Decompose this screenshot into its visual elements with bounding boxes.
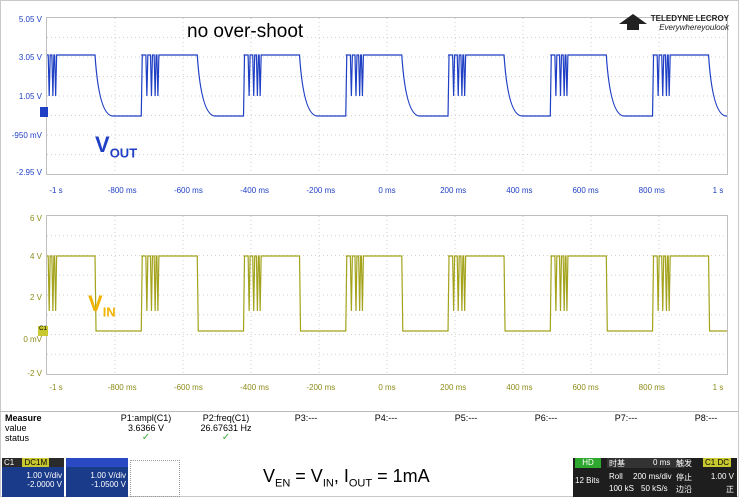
measure-row-value: value xyxy=(5,423,27,433)
vout-xtick: -800 ms xyxy=(107,186,137,195)
vout-xtick: -1 s xyxy=(49,186,63,195)
measure-status-p1: ✓ xyxy=(141,432,151,443)
trigger-edge: 边沿 xyxy=(676,485,692,494)
channel-c1-box[interactable]: C1 DC1M 1.00 V/div -2.0000 V xyxy=(2,458,64,497)
measure-value-p1: 3.6366 V xyxy=(127,423,165,433)
measure-name-p5[interactable]: P5:--- xyxy=(454,413,478,423)
vin-panel: 6 V 4 V 2 V 0 mV -2 V -1 s -800 ms -600 ms… xyxy=(0,210,739,410)
vout-xtick: -600 ms xyxy=(173,186,203,195)
vin-ytick-2: 2 V xyxy=(29,293,42,302)
vin-ground-marker[interactable]: C1 xyxy=(38,326,48,336)
vin-xtick: -200 ms xyxy=(306,383,336,392)
status-bar: C1 DC1M 1.00 V/div -2.0000 V 1.00 V/div … xyxy=(0,458,739,497)
timebase-delay: 0 ms xyxy=(653,458,671,467)
channel-c2-box[interactable]: 1.00 V/div -1.0500 V xyxy=(66,458,128,497)
trigger-label: 触发 xyxy=(676,459,692,468)
vout-grid[interactable] xyxy=(42,17,739,175)
vin-xtick: 0 ms xyxy=(378,383,396,392)
trigger-level: 1.00 V xyxy=(710,472,734,481)
vin-trace xyxy=(42,255,739,332)
vin-ytick-0: 6 V xyxy=(29,214,42,223)
measure-name-p4[interactable]: P4:--- xyxy=(374,413,398,423)
c1-coupling: DC1M xyxy=(22,458,50,467)
hd-badge: HD xyxy=(575,458,601,468)
vin-trace-svg xyxy=(42,216,739,374)
lecroy-logo-icon xyxy=(618,14,647,30)
vin-xtick: -1 s xyxy=(49,383,63,392)
vin-xtick: 400 ms xyxy=(506,383,533,392)
vin-xtick: -400 ms xyxy=(240,383,270,392)
vout-label: VOUT xyxy=(95,132,138,161)
teledyne-lecroy-logo: TELEDYNE LECROY Everywhereyoulook xyxy=(618,14,729,32)
vout-xtick: 200 ms xyxy=(440,186,467,195)
vin-ytick-4: -2 V xyxy=(27,369,42,378)
timebase-tdiv: 200 ms/div xyxy=(633,472,672,481)
vout-xtick: 1 s xyxy=(712,186,724,195)
vout-ground-marker[interactable] xyxy=(40,107,48,117)
sample-rate: 50 kS/s xyxy=(641,484,668,493)
trigger-channel: C1 DC xyxy=(703,458,732,467)
vin-xtick: 800 ms xyxy=(638,383,665,392)
measure-name-p8[interactable]: P8:--- xyxy=(694,413,718,423)
c2-offset: -1.0500 V xyxy=(91,480,126,489)
trigger-stop: 停止 xyxy=(676,473,692,482)
vout-xtick: 600 ms xyxy=(572,186,599,195)
vin-xtick: -800 ms xyxy=(107,383,137,392)
timebase-trigger-box[interactable]: HD 12 Bits 时基 0 ms Roll 200 ms/div 100 k… xyxy=(573,458,737,497)
c1-name: C1 xyxy=(4,458,15,467)
measure-name-p2[interactable]: P2:freq(C1) xyxy=(202,413,250,423)
caption-ven-vin-iout: VEN = VIN, IOUT = 1mA xyxy=(263,466,430,490)
vout-ytick-3: -950 mV xyxy=(11,131,42,140)
vin-ytick-1: 4 V xyxy=(29,252,42,261)
measure-table: Measure value status P1:ampl(C1) 3.6366 V… xyxy=(0,411,739,461)
vout-xtick: -200 ms xyxy=(306,186,336,195)
timebase-label: 时基 xyxy=(609,459,625,468)
measure-name-p7[interactable]: P7:--- xyxy=(614,413,638,423)
c1-offset: -2.0000 V xyxy=(27,480,62,489)
measure-row-status: status xyxy=(5,433,30,443)
measure-status-p2: ✓ xyxy=(221,432,231,443)
vout-ytick-2: 1.05 V xyxy=(18,92,42,101)
vout-xtick: 800 ms xyxy=(638,186,665,195)
vout-ytick-0: 5.05 V xyxy=(18,15,42,24)
measure-value-p2: 26.67631 Hz xyxy=(200,423,252,433)
vout-ytick-1: 3.05 V xyxy=(18,53,42,62)
vin-xtick: -600 ms xyxy=(173,383,203,392)
trigger-slope: 正 xyxy=(726,485,734,494)
c2-vdiv: 1.00 V/div xyxy=(90,471,126,480)
vin-xtick: 200 ms xyxy=(440,383,467,392)
vin-label: VIN xyxy=(88,291,116,320)
roll-label: Roll xyxy=(609,472,623,481)
vout-xtick: 0 ms xyxy=(378,186,396,195)
vin-xtick: 600 ms xyxy=(572,383,599,392)
vout-trace xyxy=(42,54,739,117)
vout-ytick-4: -2.95 V xyxy=(16,168,42,177)
measure-title: Measure xyxy=(5,413,42,423)
measure-name-p6[interactable]: P6:--- xyxy=(534,413,558,423)
vout-xtick: 400 ms xyxy=(506,186,533,195)
measure-name-p1[interactable]: P1:ampl(C1) xyxy=(120,413,172,423)
c1-vdiv: 1.00 V/div xyxy=(26,471,62,480)
vin-ytick-3: 0 mV xyxy=(23,335,42,344)
vout-trace-svg xyxy=(42,18,739,174)
vout-xtick: -400 ms xyxy=(240,186,270,195)
vin-xtick: 1 s xyxy=(712,383,724,392)
measure-name-p3[interactable]: P3:--- xyxy=(294,413,318,423)
bits-label: 12 Bits xyxy=(575,476,600,485)
annotation-no-overshoot: no over-shoot xyxy=(187,21,304,42)
sample-count: 100 kS xyxy=(609,484,634,493)
vin-grid[interactable] xyxy=(42,215,739,375)
vout-panel: 5.05 V 3.05 V 1.05 V -950 mV -2.95 V -1 … xyxy=(0,0,739,200)
empty-channel-slot[interactable] xyxy=(130,460,180,497)
